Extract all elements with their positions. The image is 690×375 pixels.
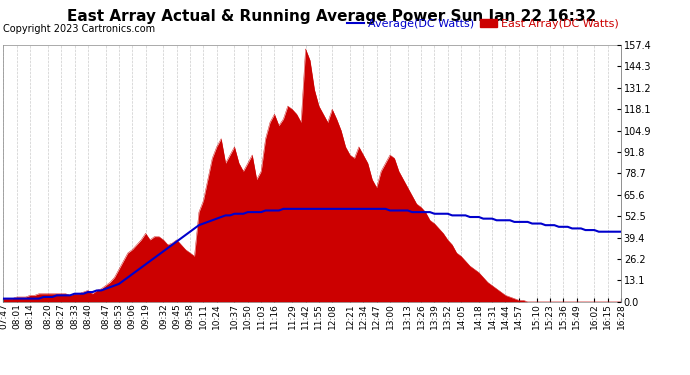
Text: Copyright 2023 Cartronics.com: Copyright 2023 Cartronics.com bbox=[3, 24, 155, 34]
Text: East Array Actual & Running Average Power Sun Jan 22 16:32: East Array Actual & Running Average Powe… bbox=[66, 9, 596, 24]
Legend: Average(DC Watts), East Array(DC Watts): Average(DC Watts), East Array(DC Watts) bbox=[347, 19, 619, 29]
